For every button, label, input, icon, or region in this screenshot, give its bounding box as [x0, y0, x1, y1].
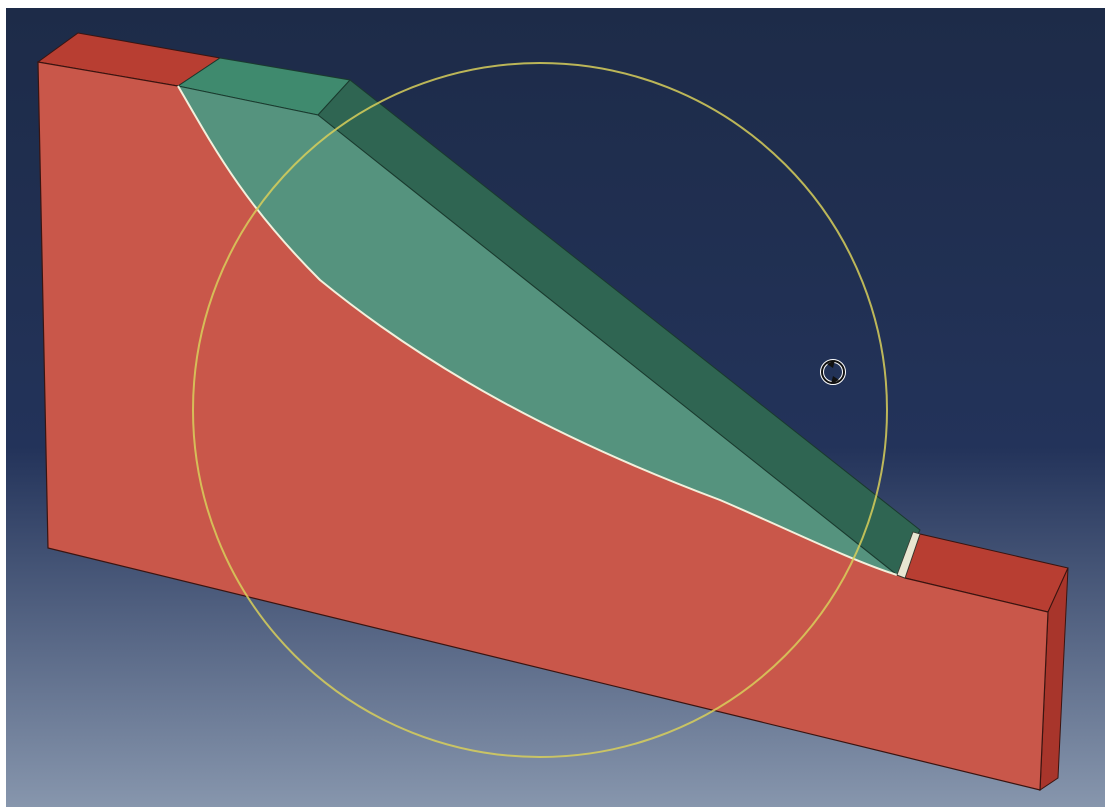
rotate-circle[interactable] — [192, 62, 888, 758]
slip-surface — [177, 85, 898, 576]
slip-gap — [896, 531, 921, 579]
rotate-cursor — [820, 359, 846, 385]
